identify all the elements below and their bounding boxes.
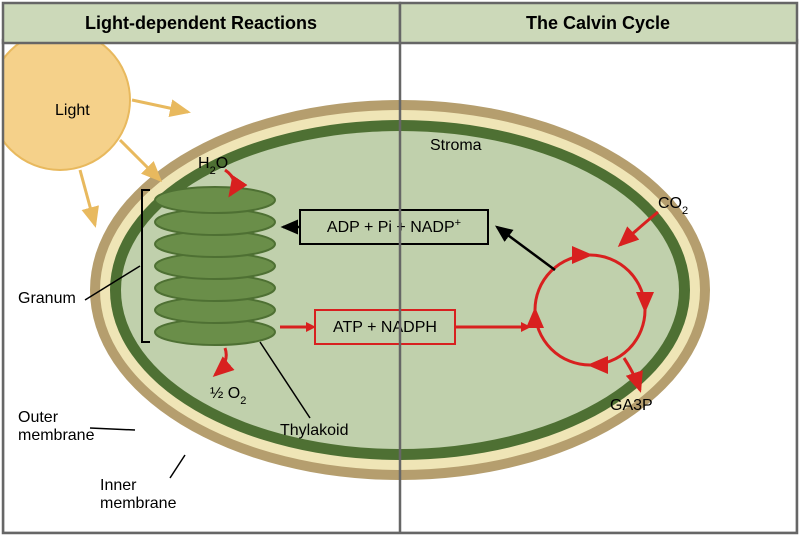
light-label: Light: [55, 102, 90, 119]
granum-label: Granum: [18, 290, 76, 307]
atp-box: ATP + NADPH: [315, 310, 455, 344]
adp-sup: +: [455, 217, 461, 229]
ga3p-label: GA3P: [610, 397, 653, 414]
adp-box: ADP + Pi + NADP+: [300, 210, 488, 244]
adp-text: ADP + Pi + NADP: [327, 219, 455, 236]
stroma-label: Stroma: [430, 137, 482, 154]
svg-text:ADP + Pi + NADP+: ADP + Pi + NADP+: [327, 217, 461, 236]
atp-text: ATP + NADPH: [333, 319, 437, 336]
title-left: Light-dependent Reactions: [85, 13, 317, 33]
thylakoid-label: Thylakoid: [280, 422, 348, 439]
title-right: The Calvin Cycle: [526, 13, 670, 33]
